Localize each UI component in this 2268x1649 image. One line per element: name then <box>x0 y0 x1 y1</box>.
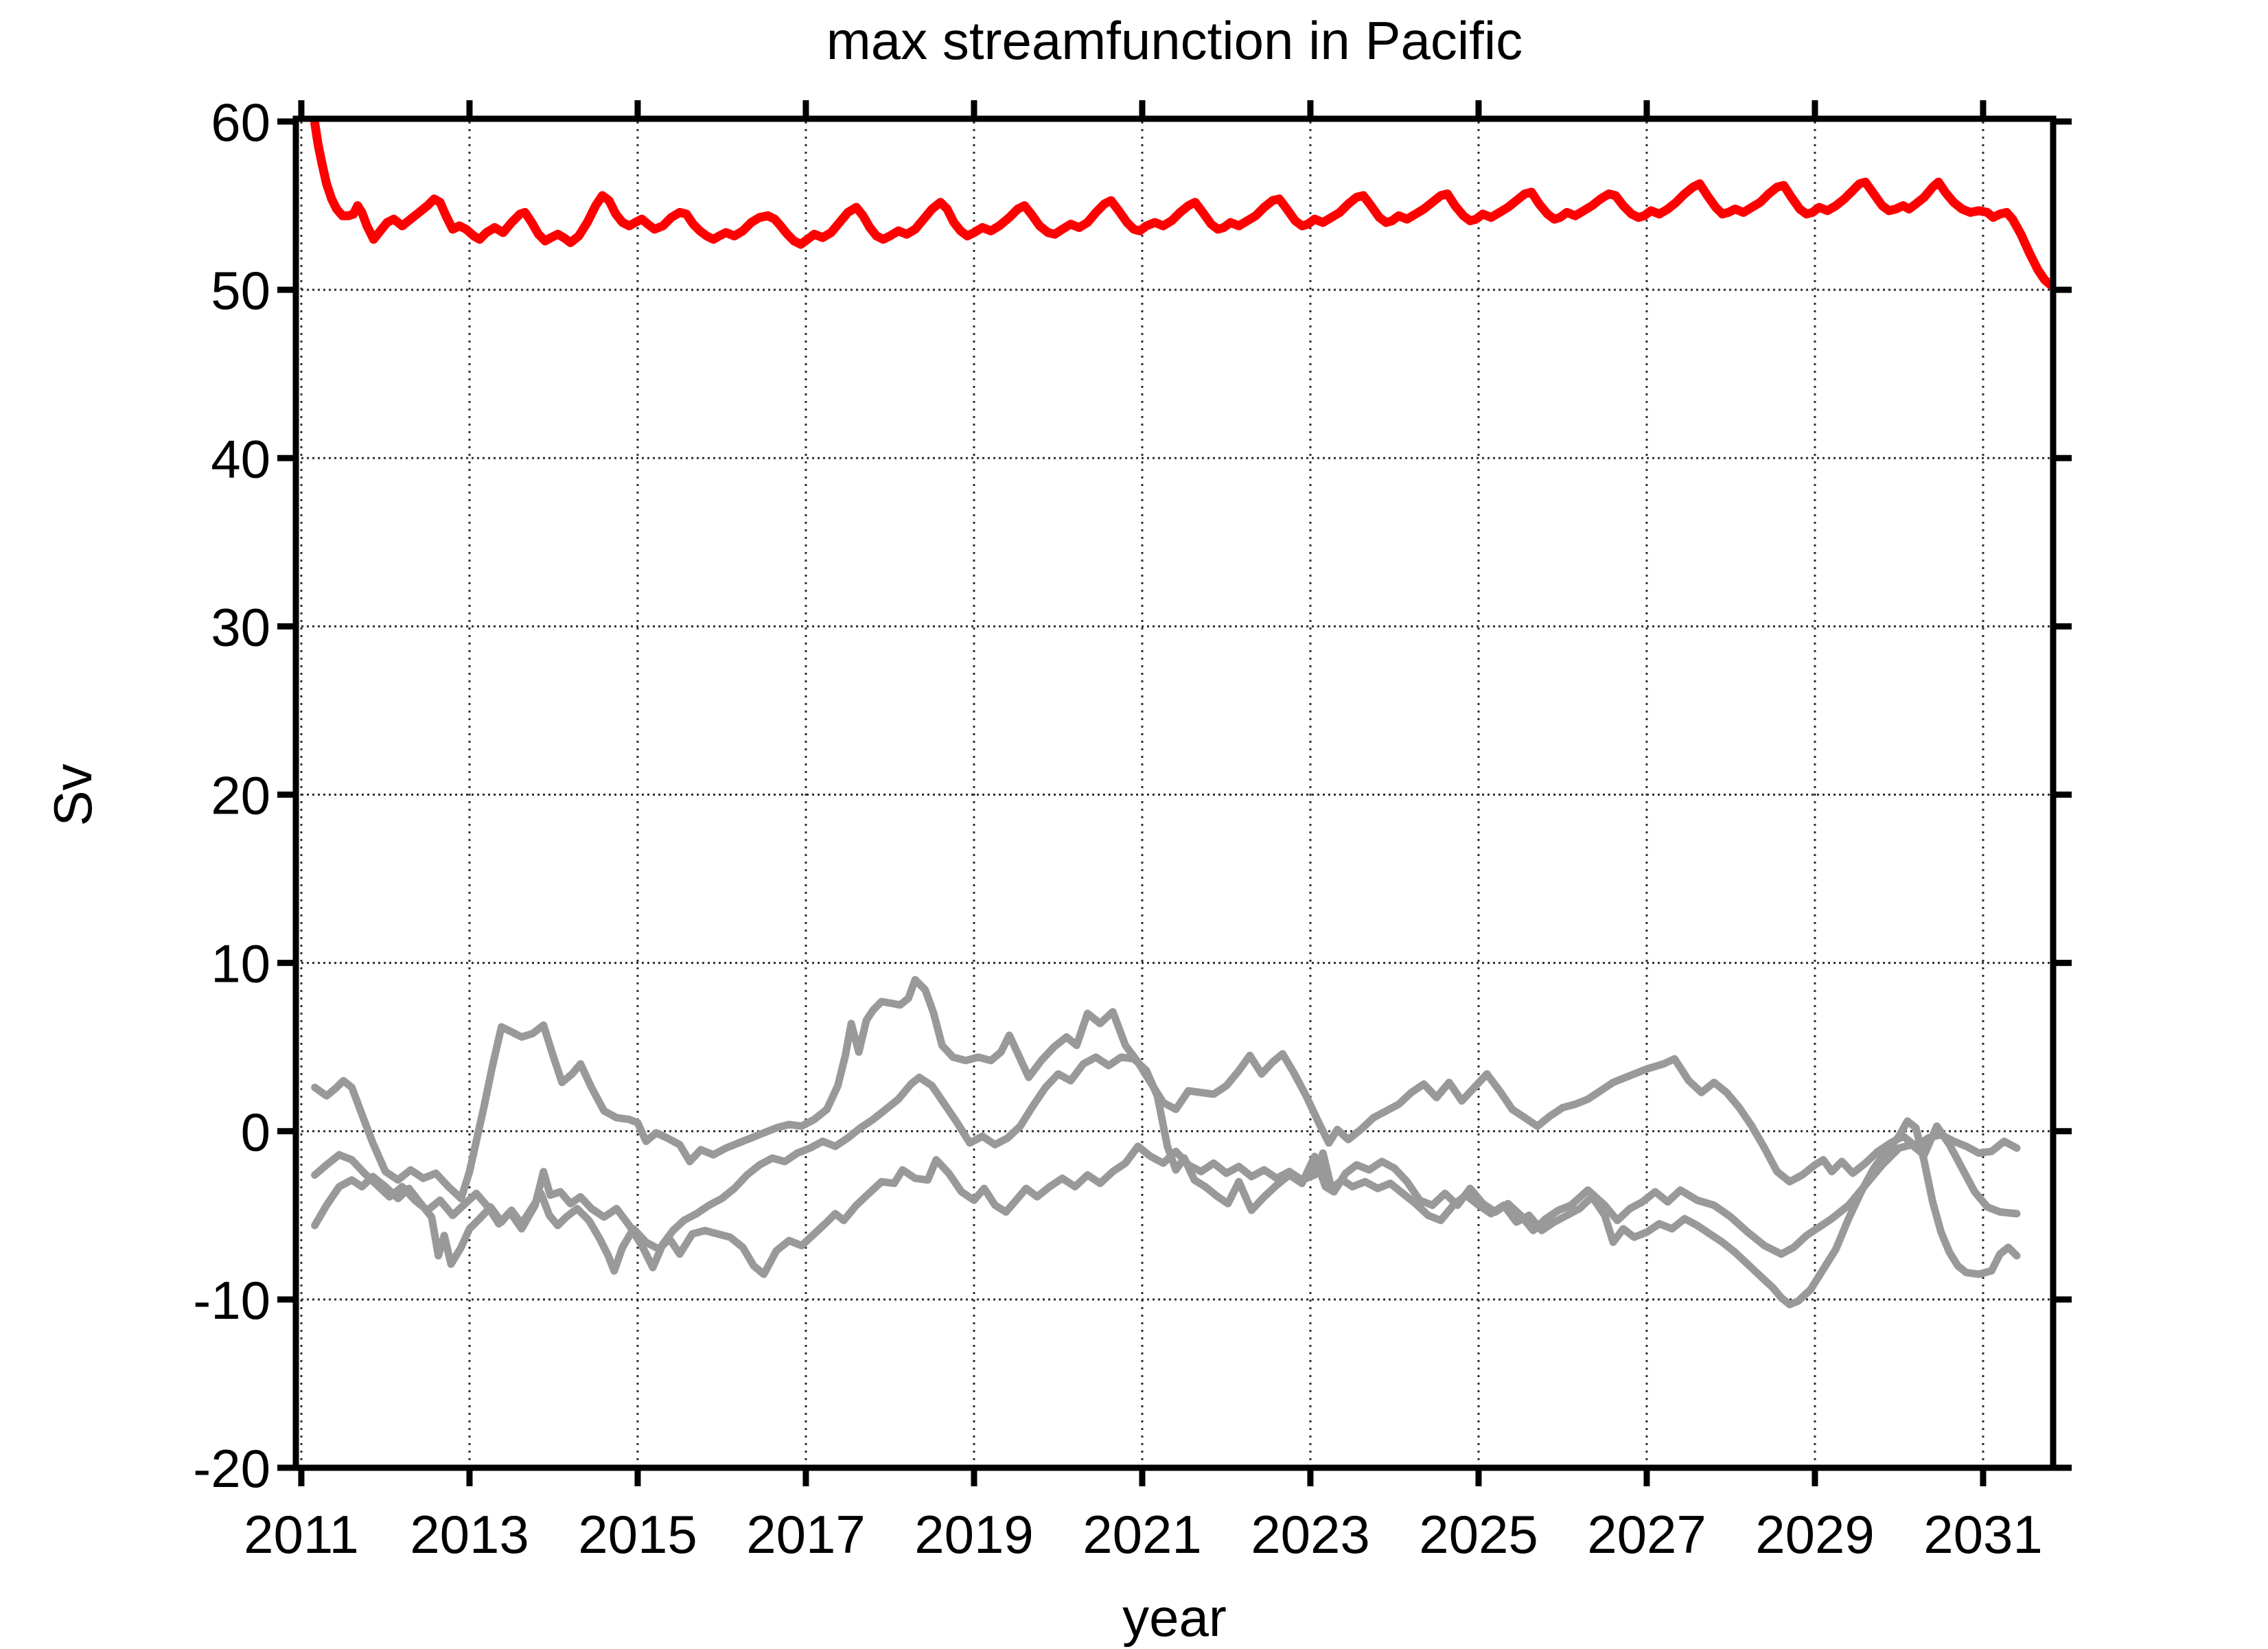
y-tick-label-0: 0 <box>241 1102 270 1162</box>
y-axis-label: Sv <box>43 763 103 827</box>
axes-box-and-ticks <box>277 100 2072 1486</box>
series-gray-member-1 <box>311 976 2021 1203</box>
x-tick-label-2017: 2017 <box>746 1504 866 1565</box>
y-tick-label--20: -20 <box>193 1438 270 1499</box>
y-tick-label-20: 20 <box>211 765 270 826</box>
x-tick-label-2011: 2011 <box>244 1504 359 1565</box>
x-tick-label-2031: 2031 <box>1923 1504 2043 1565</box>
series-gray-member-3 <box>311 1117 2021 1308</box>
y-tick-label-10: 10 <box>211 934 270 994</box>
series-gray-member-2 <box>311 1053 2021 1271</box>
x-tick-label-2019: 2019 <box>914 1504 1034 1565</box>
y-tick-label-60: 60 <box>211 92 270 152</box>
y-tick-label-50: 50 <box>211 260 270 321</box>
x-tick-label-2025: 2025 <box>1419 1504 1538 1565</box>
y-tick-label-40: 40 <box>211 428 270 489</box>
y-tick-label-30: 30 <box>211 597 270 657</box>
chart-title: max streamfunction in Pacific <box>826 10 1523 71</box>
y-tick-label--10: -10 <box>193 1270 270 1330</box>
data-series <box>310 119 2055 1308</box>
grid-lines <box>296 122 2053 1468</box>
x-tick-label-2013: 2013 <box>410 1504 529 1565</box>
x-tick-label-2023: 2023 <box>1251 1504 1370 1565</box>
series-red-max-streamfunction <box>310 119 2055 290</box>
x-tick-label-2015: 2015 <box>578 1504 697 1565</box>
tick-labels: 2011 2013 2015 2017 2019 2021 2023 2025 2027 2029… <box>193 92 2042 1565</box>
x-tick-label-2021: 2021 <box>1083 1504 1202 1565</box>
x-axis-label: year <box>1122 1587 1227 1648</box>
x-tick-label-2027: 2027 <box>1587 1504 1706 1565</box>
x-tick-label-2029: 2029 <box>1755 1504 1875 1565</box>
